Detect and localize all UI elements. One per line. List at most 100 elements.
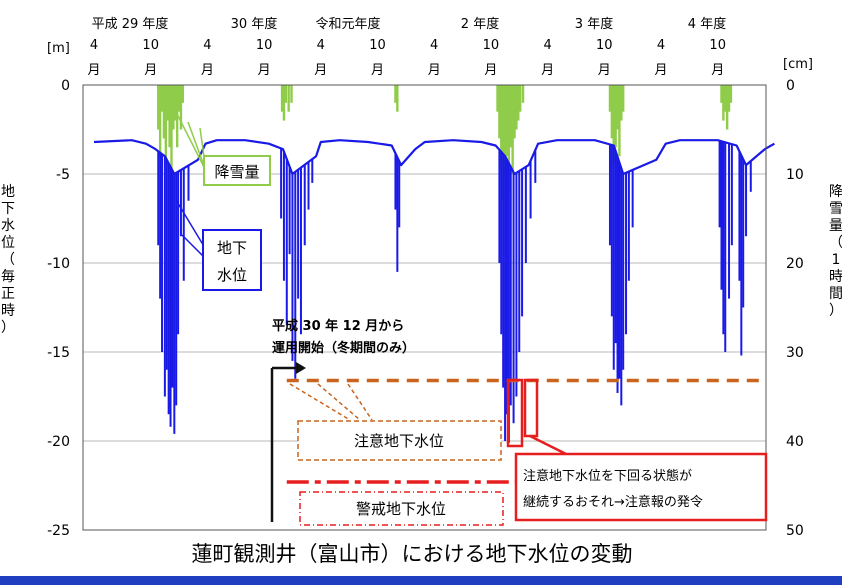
snowfall-bar bbox=[174, 85, 177, 121]
snowfall-bar bbox=[394, 85, 397, 103]
left-axis-ticks: 0 -5 -10 -15 -20 -25 bbox=[47, 78, 70, 539]
snowfall-bar bbox=[164, 85, 168, 166]
right-axis-unit: [cm] bbox=[783, 57, 813, 72]
right-axis-label-char: （ bbox=[829, 235, 842, 251]
warning-callout-box bbox=[299, 491, 504, 526]
groundwater-callout-text-1: 地下 bbox=[217, 239, 247, 257]
left-tick-label: -15 bbox=[47, 345, 70, 361]
month-tick-unit: 月 bbox=[428, 63, 441, 78]
right-tick-label: 20 bbox=[786, 256, 804, 272]
month-tick-number: 10 bbox=[142, 38, 159, 53]
snowfall-bar bbox=[172, 85, 175, 130]
snowfall-bar bbox=[175, 85, 179, 148]
snowfall-bar bbox=[618, 85, 621, 157]
caution-callout: 注意地下水位 bbox=[289, 383, 502, 461]
snowfall-bar bbox=[290, 85, 293, 103]
snowfall-bar bbox=[722, 85, 725, 121]
left-axis-label-char: 地 bbox=[1, 184, 15, 200]
snowfall-bar bbox=[280, 85, 284, 112]
left-axis-label-char: （ bbox=[1, 252, 15, 268]
bottom-accent-bar bbox=[0, 576, 842, 585]
caution-callout-line bbox=[347, 383, 373, 421]
month-tick-unit: 月 bbox=[144, 63, 157, 78]
left-axis-label-char: 位 bbox=[1, 235, 15, 251]
caution-callout-box bbox=[297, 420, 502, 461]
groundwater-callout-text-2: 水位 bbox=[217, 266, 247, 284]
month-tick-number: 4 bbox=[90, 38, 98, 53]
right-tick-label: 0 bbox=[786, 78, 795, 94]
caution-callout-line bbox=[289, 383, 351, 421]
right-axis-label-char: 1 bbox=[832, 252, 841, 268]
snowfall-series bbox=[157, 85, 733, 201]
snowfall-bar bbox=[509, 85, 512, 148]
operation-start-arrowhead bbox=[296, 362, 306, 374]
alert-highlight-box-1 bbox=[506, 378, 524, 448]
right-axis-label-char: 時 bbox=[829, 269, 842, 285]
alert-note-line-1: 注意地下水位を下回る状態が bbox=[523, 468, 692, 484]
snowfall-bar bbox=[622, 85, 625, 112]
right-tick-label: 40 bbox=[786, 434, 804, 450]
snowfall-bar bbox=[158, 85, 162, 157]
snowfall-bar bbox=[614, 85, 617, 148]
snowfall-bar bbox=[287, 85, 290, 112]
month-tick-unit: 月 bbox=[371, 63, 384, 78]
snowfall-bar bbox=[511, 85, 514, 174]
month-tick-labels: 4 月 10 月 4 月 10 月 4 月 10 月 4 月 10 月 4 月 10 月 4 月 10 月 bbox=[87, 38, 725, 78]
left-tick-label: -20 bbox=[47, 434, 70, 450]
groundwater-callout-box bbox=[202, 229, 262, 291]
alert-callout-line bbox=[529, 434, 567, 456]
snowfall-bar bbox=[610, 85, 614, 139]
left-axis-label-char: ） bbox=[1, 320, 15, 336]
right-axis-label-char: 雪 bbox=[829, 201, 842, 217]
snowfall-bar bbox=[724, 85, 727, 112]
left-tick-label: -25 bbox=[47, 523, 70, 539]
snow-callout: 降雪量 bbox=[173, 107, 271, 186]
snowfall-bar bbox=[518, 85, 522, 112]
operation-start-note: 平成 30 年 12 月から 運用開始（冬期間のみ） bbox=[270, 318, 415, 522]
left-axis-unit: [m] bbox=[47, 41, 70, 56]
snowfall-bar bbox=[521, 85, 525, 103]
warning-callout: 警戒地下水位 bbox=[299, 491, 504, 526]
month-tick-number: 4 bbox=[657, 38, 665, 53]
month-tick-number: 4 bbox=[543, 38, 551, 53]
snowfall-bar bbox=[727, 85, 731, 112]
fiscal-year-labels: 平成 29 年度 30 年度 令和元年度 2 年度 3 年度 4 年度 bbox=[92, 16, 727, 32]
snowfall-bar bbox=[162, 85, 166, 139]
month-tick-number: 10 bbox=[596, 38, 613, 53]
left-tick-label: 0 bbox=[61, 78, 70, 94]
groundwater-series bbox=[93, 139, 775, 443]
month-tick-unit: 月 bbox=[541, 63, 554, 78]
chart-title: 蓮町観測井（富山市）における地下水位の変動 bbox=[192, 542, 633, 566]
fiscal-year-label: 4 年度 bbox=[688, 16, 726, 32]
snowfall-bar bbox=[729, 85, 733, 103]
right-axis-ticks: 0 10 20 30 40 50 bbox=[786, 78, 804, 539]
groundwater-baseline-line bbox=[93, 139, 775, 176]
month-tick-unit: 月 bbox=[314, 63, 327, 78]
right-tick-label: 10 bbox=[786, 167, 804, 183]
fiscal-year-label: 2 年度 bbox=[461, 16, 499, 32]
month-tick-unit: 月 bbox=[484, 63, 497, 78]
left-axis-label-char: 毎 bbox=[1, 269, 15, 285]
right-axis-label-char: ） bbox=[829, 303, 842, 319]
month-tick-unit: 月 bbox=[87, 63, 100, 78]
alert-highlight-box-2 bbox=[523, 378, 539, 438]
fiscal-year-label: 平成 29 年度 bbox=[92, 16, 169, 32]
snowfall-bar bbox=[725, 85, 729, 130]
month-tick-unit: 月 bbox=[711, 63, 724, 78]
right-axis-label-char: 降 bbox=[829, 184, 842, 200]
warning-callout-text: 警戒地下水位 bbox=[356, 500, 446, 518]
groundwater-callout: 地下 水位 bbox=[175, 199, 262, 291]
snowfall-bar bbox=[168, 85, 171, 148]
right-tick-label: 50 bbox=[786, 523, 804, 539]
month-tick-number: 10 bbox=[256, 38, 273, 53]
month-tick-number: 4 bbox=[430, 38, 438, 53]
caution-callout-text: 注意地下水位 bbox=[354, 432, 444, 450]
snowfall-bar bbox=[616, 85, 619, 130]
caution-callout-line bbox=[317, 383, 361, 421]
month-tick-number: 4 bbox=[203, 38, 211, 53]
right-axis-label: 降雪量（1時間） bbox=[829, 184, 842, 319]
snow-callout-line bbox=[173, 107, 207, 172]
month-tick-number: 10 bbox=[369, 38, 386, 53]
alert-callout-box bbox=[514, 452, 768, 522]
snowfall-bar bbox=[170, 85, 173, 174]
